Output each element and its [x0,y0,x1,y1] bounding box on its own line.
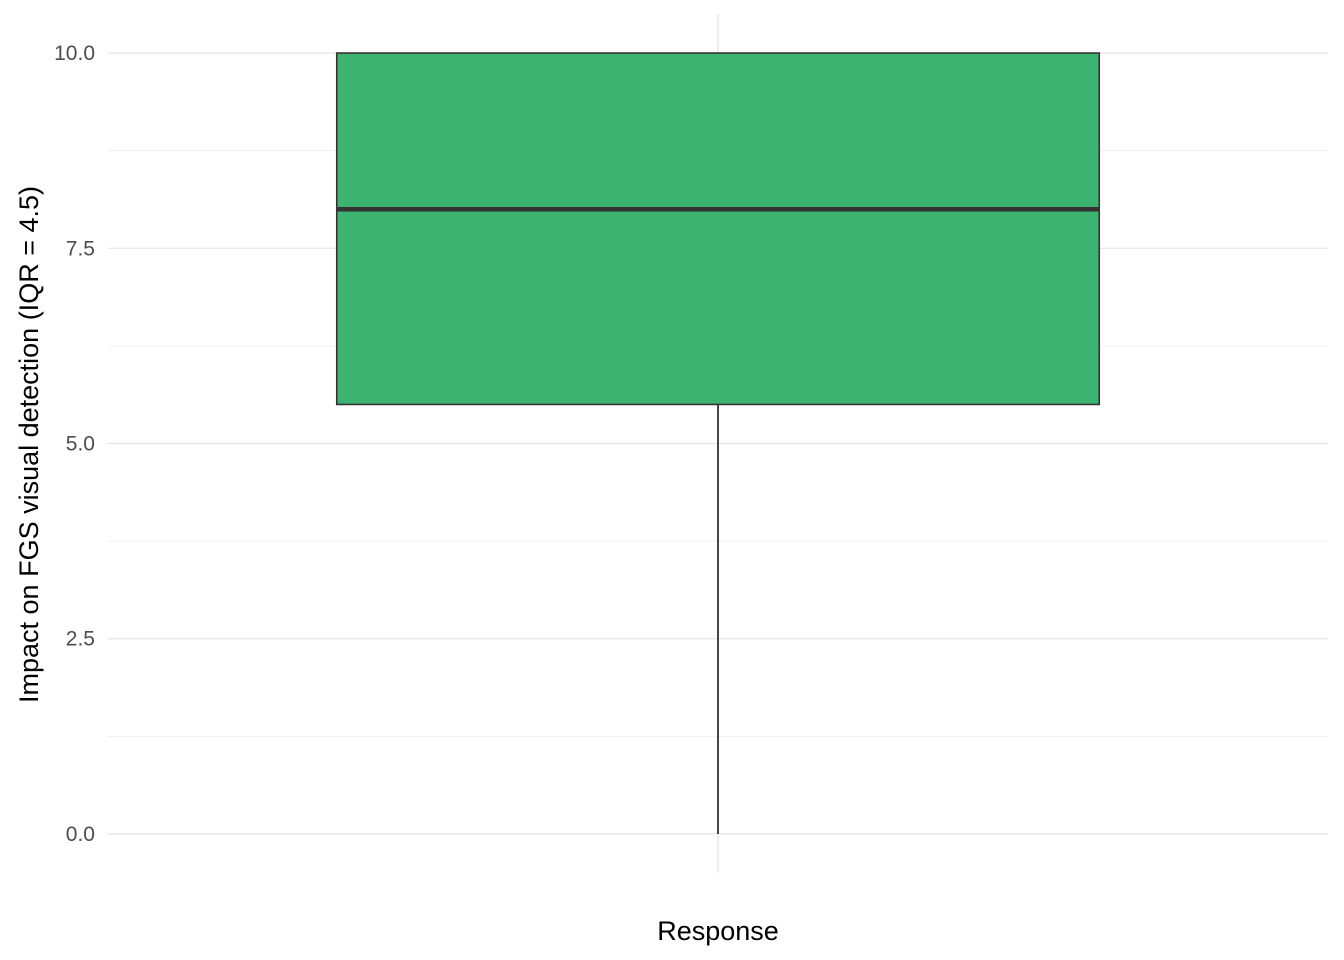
y-tick-label: 10.0 [54,42,95,65]
x-axis-title: Response [657,916,779,946]
y-tick-label: 2.5 [66,628,95,651]
y-axis-title: Impact on FGS visual detection (IQR = 4.… [14,186,44,703]
y-tick-label: 7.5 [66,237,95,260]
box-marks [335,52,1101,834]
y-axis-ticks: 0.0 2.5 5.0 7.5 10.0 [54,42,95,846]
y-tick-label: 5.0 [66,433,95,456]
box-iqr [335,52,1101,406]
y-tick-label: 0.0 [66,823,95,846]
